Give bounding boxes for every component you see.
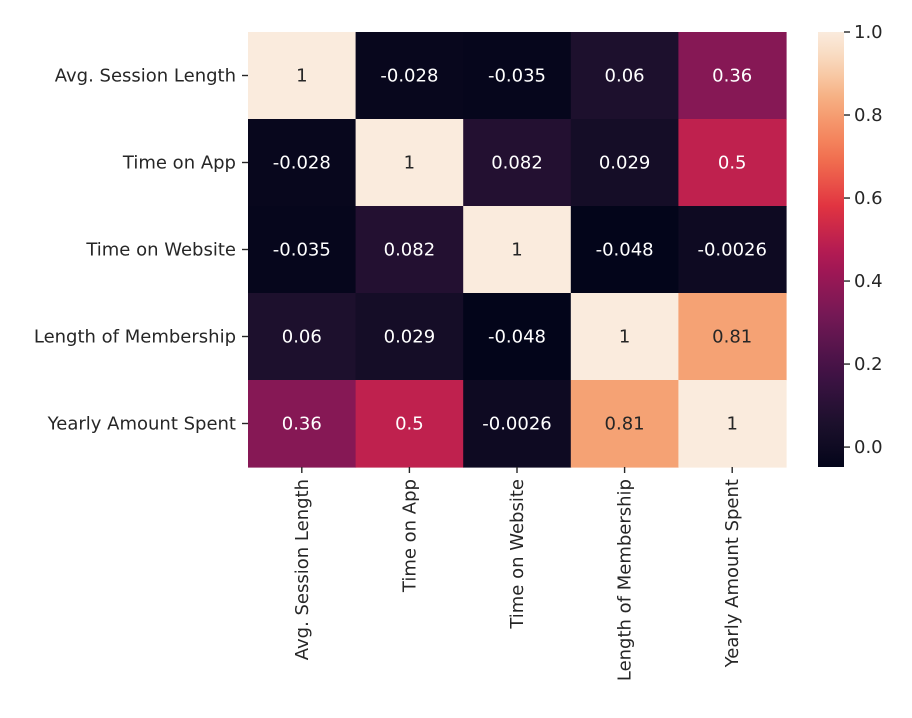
heatmap-cell xyxy=(678,119,787,207)
colorbar-gradient xyxy=(818,32,844,467)
cell-value-label: 0.81 xyxy=(605,414,645,435)
cell-value-label: 1 xyxy=(619,327,630,348)
heatmap-cell xyxy=(570,119,679,207)
cell-value-label: 0.5 xyxy=(395,414,424,435)
heatmap-cell xyxy=(570,293,679,381)
cell-value-label: -0.035 xyxy=(488,66,546,87)
heatmap-cell xyxy=(355,119,464,207)
cell-value-label: -0.048 xyxy=(488,327,546,348)
x-tick-label: Length of Membership xyxy=(615,479,636,681)
y-tick-label: Avg. Session Length xyxy=(55,66,236,87)
cell-value-label: 0.029 xyxy=(384,327,436,348)
cell-value-label: 1 xyxy=(726,414,737,435)
heatmap-cell xyxy=(248,32,357,120)
x-tick-label: Yearly Amount Spent xyxy=(722,479,743,668)
colorbar-tick-label: 0.6 xyxy=(854,188,883,209)
cell-value-label: 0.082 xyxy=(384,240,436,261)
cell-value-label: 0.5 xyxy=(718,153,747,174)
cell-value-label: 1 xyxy=(296,66,307,87)
cell-value-label: 0.06 xyxy=(605,66,645,87)
cell-value-label: -0.0026 xyxy=(697,240,766,261)
x-axis: Avg. Session Length Time on App Time on We… xyxy=(292,467,743,681)
x-tick-label: Time on Website xyxy=(507,479,528,630)
heatmap-cell xyxy=(248,380,357,468)
y-tick-label: Time on App xyxy=(122,153,236,174)
heatmap-cell xyxy=(248,119,357,207)
colorbar-tick-label: 0.0 xyxy=(854,437,883,458)
colorbar-tick-label: 0.4 xyxy=(854,271,883,292)
colorbar-tick-label: 0.2 xyxy=(854,354,883,375)
cell-value-label: -0.028 xyxy=(273,153,331,174)
cell-value-label: 1 xyxy=(511,240,522,261)
heatmap-cell xyxy=(463,119,572,207)
heatmap-cell xyxy=(355,206,464,294)
cell-value-label: -0.048 xyxy=(596,240,654,261)
colorbar-tick-label: 1.0 xyxy=(854,22,883,43)
heatmap-cell xyxy=(570,32,679,120)
heatmap-cell xyxy=(248,206,357,294)
y-tick-label: Time on Website xyxy=(85,240,236,261)
heatmap-cell xyxy=(355,293,464,381)
heatmap-cell xyxy=(570,206,679,294)
y-tick-label: Yearly Amount Spent xyxy=(47,414,236,435)
cell-value-label: 0.36 xyxy=(712,66,752,87)
cell-value-label: -0.035 xyxy=(273,240,331,261)
heatmap-cell xyxy=(678,32,787,120)
heatmap-cell xyxy=(248,293,357,381)
cell-value-label: -0.0026 xyxy=(482,414,551,435)
heatmap-cell xyxy=(463,293,572,381)
cell-value-label: -0.028 xyxy=(380,66,438,87)
y-axis: Avg. Session Length Time on App Time on We… xyxy=(34,66,248,435)
heatmap-cell xyxy=(355,380,464,468)
colorbar: 0.0 0.2 0.4 0.6 0.8 1.0 xyxy=(818,22,883,467)
cell-value-label: 0.36 xyxy=(282,414,322,435)
colorbar-tick-label: 0.8 xyxy=(854,105,883,126)
heatmap-cell xyxy=(678,206,787,294)
x-tick-label: Time on App xyxy=(399,479,420,593)
heatmap-cell xyxy=(678,380,787,468)
cell-value-label: 0.082 xyxy=(491,153,543,174)
x-tick-label: Avg. Session Length xyxy=(292,479,313,660)
heatmap-cell xyxy=(355,32,464,120)
heatmap-cell xyxy=(678,293,787,381)
cell-value-label: 0.81 xyxy=(712,327,752,348)
heatmap-cell xyxy=(463,206,572,294)
cell-value-label: 1 xyxy=(404,153,415,174)
heatmap-annotations: 1 -0.028 -0.035 0.06 0.36 -0.028 1 0.082 0.029 0.… xyxy=(273,66,767,435)
y-tick-label: Length of Membership xyxy=(34,327,236,348)
cell-value-label: 0.029 xyxy=(599,153,651,174)
cell-value-label: 0.06 xyxy=(282,327,322,348)
heatmap-cell xyxy=(463,380,572,468)
heatmap-cells xyxy=(248,32,787,468)
heatmap-cell xyxy=(570,380,679,468)
heatmap-cell xyxy=(463,32,572,120)
